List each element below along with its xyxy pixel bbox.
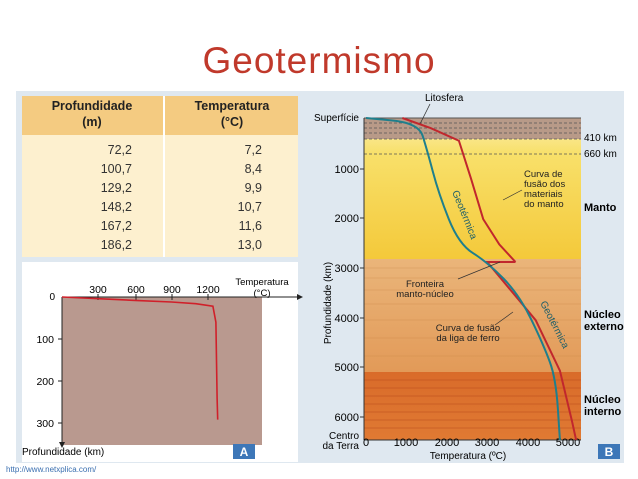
table-cell: 8,4: [244, 162, 262, 176]
x-arrow-icon: [297, 294, 303, 300]
layer-outer-core-label-1: Núcleo: [584, 309, 621, 321]
a-y-tick-300: 300: [36, 418, 54, 430]
b-x-tick-1000: 1000: [394, 437, 418, 449]
layer-inner-core-label-1: Núcleo: [584, 394, 621, 406]
badge-a: [233, 444, 255, 459]
source-link[interactable]: http://www.netxplica.com/: [6, 465, 97, 474]
table-cell: 129,2: [100, 181, 132, 195]
table-cell: 9,9: [244, 181, 262, 195]
iron-pointer: [494, 311, 514, 326]
layer-manto-label: Manto: [584, 202, 617, 214]
a-x-tick-900: 900: [163, 284, 181, 296]
header-temp-line2: (°C): [220, 115, 244, 129]
curve-mantle-label-2: fusão dos: [524, 179, 565, 190]
header-depth: Profundidade (m): [28, 98, 156, 130]
curve-mantle-label-4: do manto: [524, 199, 564, 210]
diagram-a-fill: [62, 297, 262, 445]
table-cell: 13,0: [237, 238, 262, 252]
b-x-tick-2000: 2000: [435, 437, 459, 449]
b-y-label: Profundidade (km): [323, 262, 334, 344]
a-y-tick-100: 100: [36, 334, 54, 346]
b-x-tick-4000: 4000: [516, 437, 540, 449]
surface-label: Superfície: [314, 113, 359, 124]
table-header: Profundidade (m) Temperatura (°C): [22, 96, 298, 135]
page-title: Geotermismo: [202, 40, 436, 81]
b-y-tick-2000: 2000: [335, 213, 359, 225]
b-x-tick-3000: 3000: [475, 437, 499, 449]
table-cell: 11,6: [238, 219, 262, 233]
b-x-tick-0: 0: [363, 437, 369, 449]
b-y-tick-3000: 3000: [335, 263, 359, 275]
boundary-label-1: Fronteira: [406, 279, 445, 290]
boundary-label-2: manto-núcleo: [396, 289, 454, 300]
depth-660-label: 660 km: [584, 149, 617, 160]
melting-curve-mantle: [402, 117, 517, 263]
a-x-tick-600: 600: [127, 284, 145, 296]
curve-mantle-label-3: materiais: [524, 189, 563, 200]
layer-manto: [364, 118, 581, 259]
boundary-pointer: [457, 261, 501, 280]
table-cell: 186,2: [100, 238, 132, 252]
center-label-line1: Centro: [329, 431, 359, 442]
b-x-label: Temperatura (ºC): [430, 451, 506, 462]
y-arrow-icon: [59, 442, 65, 448]
curve-iron-label-1: Curva de fusão: [436, 323, 500, 334]
depth-column: 72,2 100,7 129,2 148,2 167,2 186,2: [22, 141, 132, 255]
diagram-b: Superfície Litosfera 1000 2000 3000 4000…: [314, 93, 624, 462]
lithosphere-pointer: [419, 103, 431, 125]
b-x-tick-5000: 5000: [556, 437, 580, 449]
table-cell: 7,2: [244, 143, 262, 157]
mantle-pointer: [502, 189, 523, 201]
curve-iron-label-2: da liga de ferro: [436, 333, 499, 344]
a-y-tick-200: 200: [36, 376, 54, 388]
badge-b-text: B: [605, 445, 614, 459]
table-cell: 72,2: [107, 143, 132, 157]
header-depth-line1: Profundidade: [51, 99, 133, 113]
layer-inner-core: [364, 372, 581, 440]
a-x-label-line2: (°C): [254, 288, 271, 299]
header-temp: Temperatura (°C): [168, 98, 296, 130]
badge-b: [598, 444, 620, 459]
table-cell: 10,7: [237, 200, 262, 214]
badge-a-text: A: [240, 445, 249, 459]
depth-410-label: 410 km: [584, 133, 617, 144]
a-x-tick-1200: 1200: [196, 284, 220, 296]
table-cell: 148,2: [100, 200, 132, 214]
header-depth-line2: (m): [82, 115, 102, 129]
b-y-tick-6000: 6000: [335, 412, 359, 424]
b-y-tick-4000: 4000: [335, 313, 359, 325]
a-x-tick-0: 0: [49, 292, 55, 303]
a-x-tick-300: 300: [89, 284, 107, 296]
curve-mantle-label-1: Curva de: [524, 169, 563, 180]
table-cell: 167,2: [100, 219, 132, 233]
table-cell: 100,7: [100, 162, 132, 176]
a-y-label: Profundidade (km): [22, 447, 104, 458]
melting-curve-iron: [485, 261, 578, 441]
lithosphere-label: Litosfera: [425, 93, 464, 104]
a-x-label-line1: Temperatura: [235, 277, 289, 288]
data-table: Profundidade (m) Temperatura (°C) 72,2 1…: [22, 96, 298, 257]
b-y-tick-5000: 5000: [335, 362, 359, 374]
layer-outer-core-label-2: externo: [584, 321, 624, 333]
diagram-a-curve: [61, 296, 219, 420]
b-y-tick-1000: 1000: [335, 164, 359, 176]
layer-inner-core-label-2: interno: [584, 406, 622, 418]
table-separator: [163, 96, 165, 257]
header-temp-line1: Temperatura: [194, 99, 270, 113]
geotherm-curve: [365, 117, 561, 441]
temp-column: 7,2 8,4 9,9 10,7 11,6 13,0: [152, 141, 262, 255]
center-label-line2: da Terra: [322, 441, 359, 452]
diagram-a: 0 300 600 900 1200 Temperatura (°C) 100 …: [22, 262, 303, 462]
